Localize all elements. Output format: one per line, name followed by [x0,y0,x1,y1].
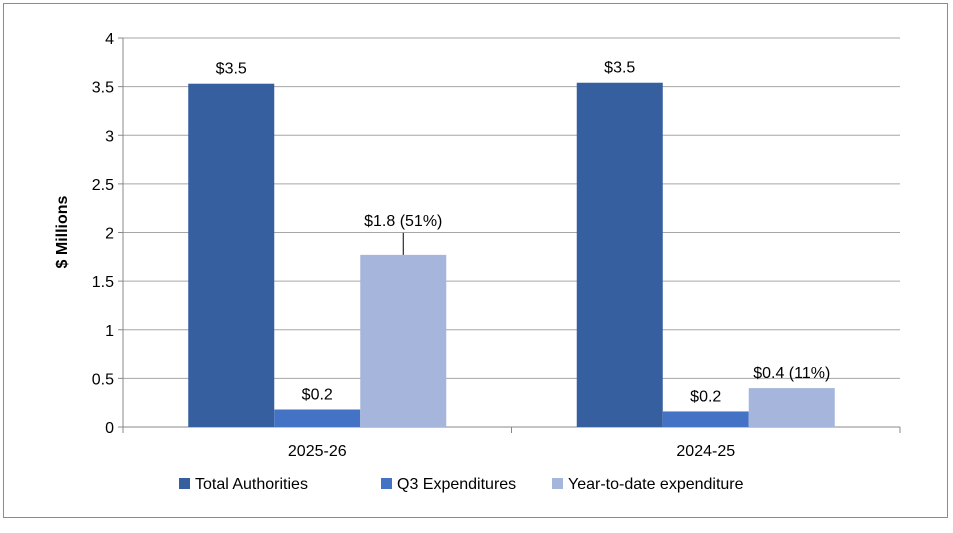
bar-2024-25-0 [576,82,663,428]
legend-label: Year-to-date expenditure [568,476,744,493]
y-tick-label: 2 [105,226,114,243]
y-axis-label: $ Millions [54,195,71,268]
y-tick-label: 3.5 [92,80,114,97]
y-tick-label: 2.5 [92,177,114,194]
x-tick-label: 2024-25 [676,443,735,460]
y-tick-label: 4 [105,31,114,48]
legend-label: Total Authorities [195,476,308,493]
legend-swatch [381,478,392,489]
y-tick-label: 0.5 [92,371,114,388]
bar-2025-26-2 [360,254,447,427]
data-label: $0.4 (11%) [753,365,830,382]
y-tick-label: 1.5 [92,274,114,291]
data-label: $3.5 [216,61,247,78]
bar-2024-25-2 [748,388,835,427]
y-tick-label: 1 [105,323,114,340]
chart-border [3,3,948,518]
y-tick-label: 0 [105,420,114,437]
legend-label: Q3 Expenditures [397,476,516,493]
bar-2025-26-1 [274,409,361,427]
x-tick-label: 2025-26 [288,443,347,460]
y-tick-label: 3 [105,128,114,145]
bar-2024-25-1 [662,411,749,427]
legend-swatch [552,478,563,489]
data-label: $3.5 [604,60,635,77]
data-label: $0.2 [302,386,333,403]
data-label: $1.8 (51%) [364,213,442,230]
bar-2025-26-0 [188,83,275,428]
data-label: $0.2 [690,388,721,405]
legend-swatch [179,478,190,489]
